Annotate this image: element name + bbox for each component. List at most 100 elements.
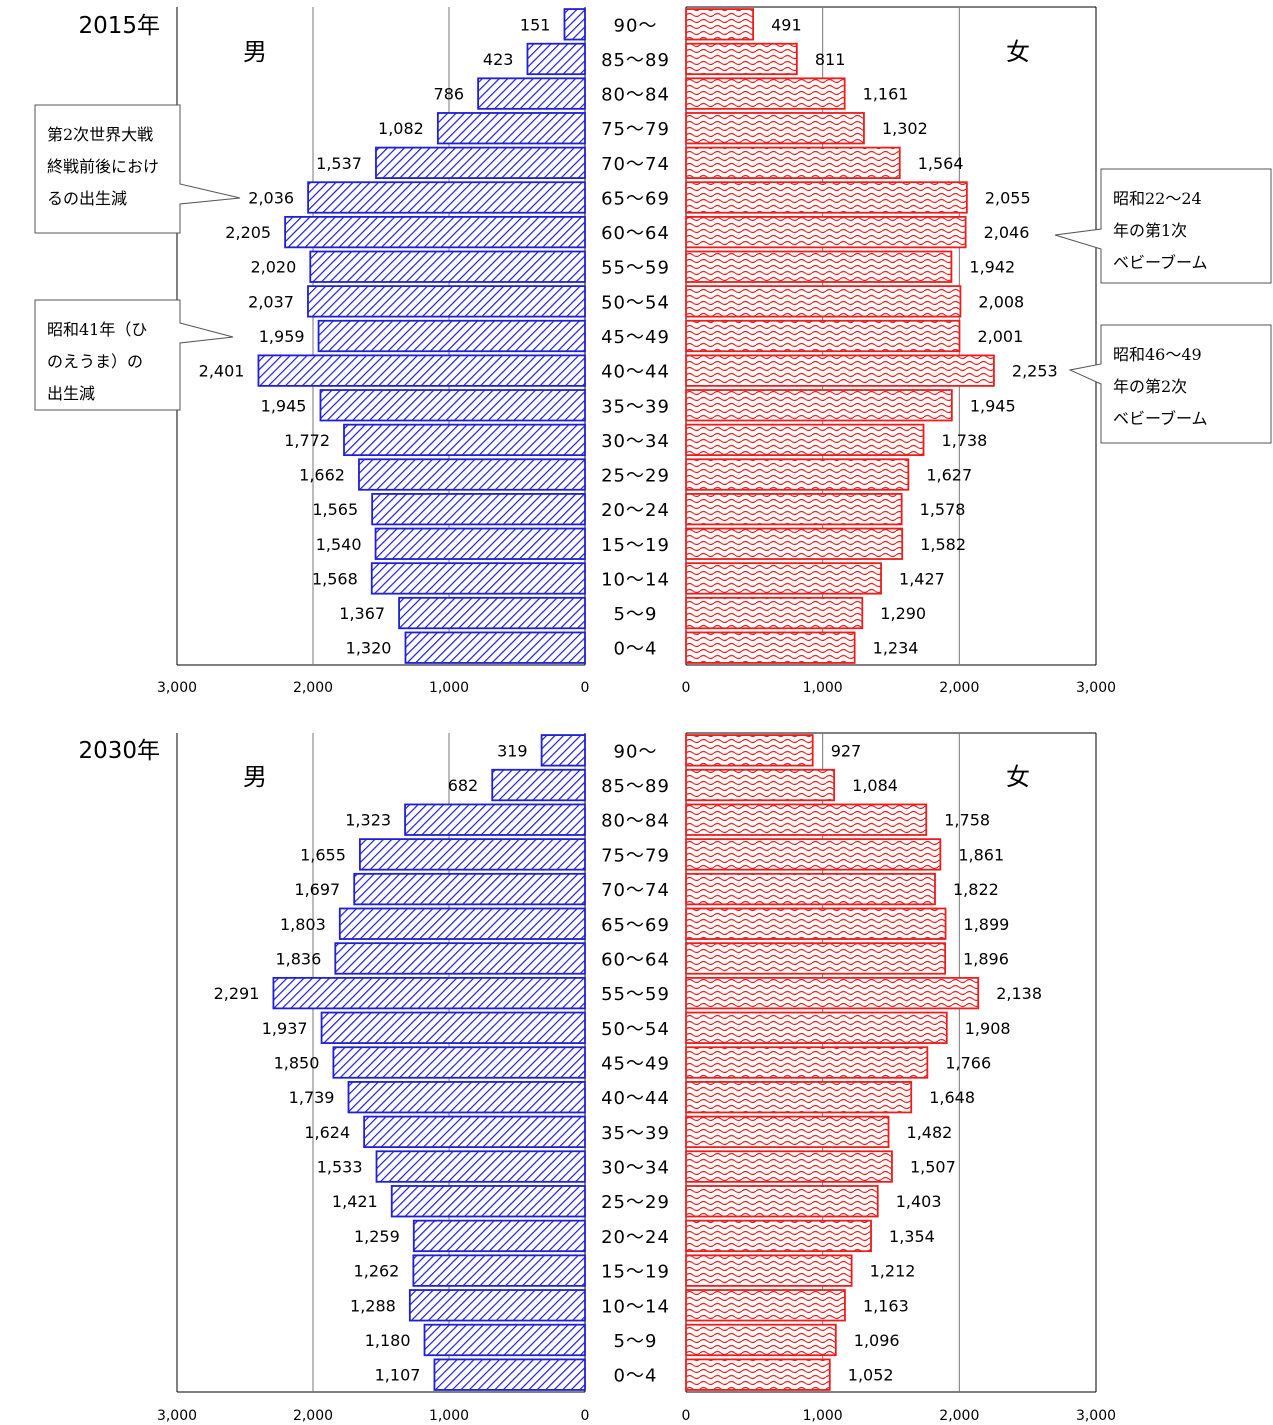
male-bar [563,8,586,41]
male-bar [404,631,586,664]
female-axis-tick-label: 0 [682,1408,691,1424]
male-bar [436,112,586,145]
male-bar [540,734,586,767]
age-group-label: 20〜24 [601,500,670,521]
annotation-box [34,104,241,234]
male-bar [309,250,586,283]
female-bar [685,631,856,664]
age-group-label: 5〜9 [614,604,658,625]
age-group-label: 65〜69 [601,915,670,936]
male-bar [257,354,586,387]
female-bar [685,285,962,318]
male-value-label: 1,850 [274,1054,320,1073]
male-bar [353,872,586,906]
age-group-label: 90〜 [614,15,658,36]
female-bar [685,1046,929,1079]
annotation-text-line: 年の第2次 [1113,377,1187,396]
female-value-label: 1,161 [863,85,909,104]
age-group-label: 65〜69 [601,188,670,209]
female-value-label: 811 [815,50,846,69]
male-value-label: 1,959 [259,327,305,346]
male-bar [477,77,586,110]
male-bar [491,768,586,802]
male-bar [433,1358,586,1391]
male-value-label: 1,568 [312,569,358,588]
male-bar [370,562,586,595]
male-bar [319,389,586,422]
female-bar [685,907,947,940]
male-bar [320,1011,586,1044]
male-bar [423,1323,586,1357]
male-axis-tick-label: 3,000 [157,1408,197,1424]
male-bar [404,803,586,836]
female-bar [685,1289,846,1322]
female-value-label: 1,578 [920,500,966,519]
male-bar [398,596,586,630]
female-value-label: 1,766 [945,1054,991,1073]
female-bar [685,734,814,767]
male-value-label: 1,937 [262,1019,308,1038]
age-group-label: 70〜74 [601,880,670,901]
age-group-label: 35〜39 [601,396,670,417]
male-value-label: 1,288 [350,1296,396,1315]
female-bar [685,1185,879,1218]
female-value-label: 1,234 [873,639,919,658]
male-value-label: 1,772 [284,431,330,450]
male-value-label: 1,367 [339,604,385,623]
annotation-text-line: 昭和46〜49 [1113,345,1202,364]
male-axis-tick-label: 2,000 [293,680,333,696]
age-group-label: 80〜84 [601,811,670,832]
male-value-label: 1,259 [354,1227,400,1246]
female-value-label: 1,942 [969,258,1015,277]
age-group-label: 60〜64 [601,949,670,970]
male-bar [390,1185,586,1218]
annotation-text-line: 昭和22〜24 [1113,189,1202,208]
female-value-label: 1,507 [910,1158,956,1177]
female-value-label: 1,582 [920,535,966,554]
female-value-label: 1,290 [880,604,926,623]
female-value-label: 1,427 [899,569,945,588]
female-bar [685,42,798,76]
age-group-label: 40〜44 [601,362,670,383]
age-group-label: 30〜34 [601,431,670,452]
male-value-label: 682 [448,776,479,795]
male-label: 男 [243,38,267,66]
male-value-label: 1,540 [316,535,362,554]
female-value-label: 927 [831,741,862,760]
female-bar [685,803,928,836]
male-axis-tick-label: 1,000 [429,680,469,696]
female-bar [685,1254,853,1287]
female-value-label: 1,096 [854,1331,900,1350]
male-bar [358,458,586,491]
female-bar [685,596,864,630]
age-group-label: 10〜14 [601,569,670,590]
female-bar [685,1081,913,1114]
age-group-label: 5〜9 [614,1331,658,1352]
age-group-label: 75〜79 [601,119,670,140]
male-value-label: 1,107 [375,1366,421,1385]
female-bar [685,768,836,802]
female-value-label: 1,084 [852,776,898,795]
female-value-label: 2,008 [978,292,1024,311]
age-group-label: 20〜24 [601,1227,670,1248]
male-bar [371,493,586,526]
female-value-label: 1,822 [953,880,999,899]
age-group-label: 90〜 [614,741,658,762]
age-group-label: 35〜39 [601,1123,670,1144]
male-axis-tick-label: 2,000 [293,1408,333,1424]
male-bar [343,423,586,457]
male-value-label: 1,537 [316,154,362,173]
male-bar [375,1150,586,1183]
female-bar [685,112,865,145]
female-bar [685,319,961,353]
annotation-text-line: 第2次世界大戦 [47,125,153,144]
female-value-label: 2,253 [1012,362,1058,381]
male-value-label: 2,020 [250,258,296,277]
annotation-text-line: 終戦前後におけ [47,157,159,176]
female-bar [685,562,882,595]
female-bar [685,1011,948,1044]
female-bar [685,838,942,871]
